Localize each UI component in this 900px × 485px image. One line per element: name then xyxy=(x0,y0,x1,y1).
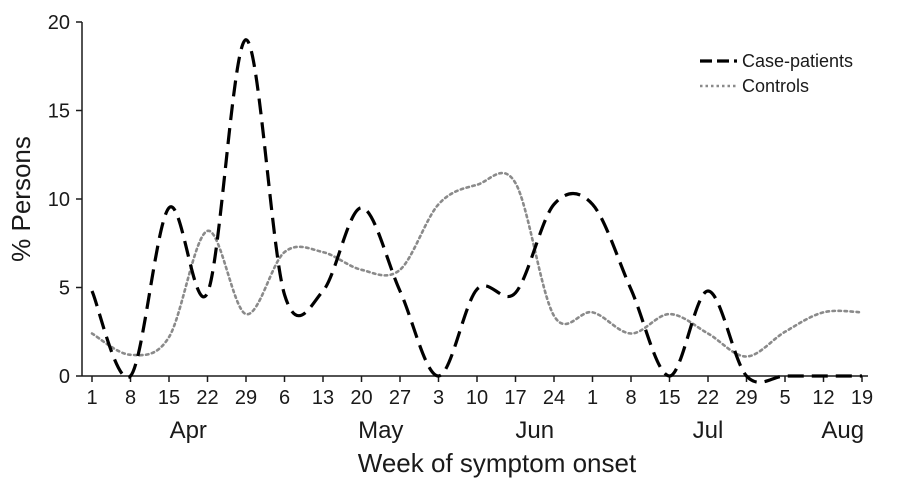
y-ticks: 0 5 10 15 20 xyxy=(48,12,82,388)
x-tick-label: 8 xyxy=(625,387,636,409)
legend: Case-patients Controls xyxy=(700,51,853,96)
x-tick-label: 19 xyxy=(851,387,873,409)
x-tick-label: 22 xyxy=(697,387,719,409)
x-tick-label: 20 xyxy=(350,387,372,409)
month-label: Aug xyxy=(821,417,864,444)
x-tick-label: 29 xyxy=(735,387,757,409)
x-tick-label: 12 xyxy=(812,387,834,409)
month-label: Jun xyxy=(515,417,554,444)
series-line-case-patients xyxy=(90,38,862,384)
y-tick-label: 20 xyxy=(48,12,70,34)
x-tick-label: 15 xyxy=(658,387,680,409)
x-ticks: 1 8 15 22 29 6 13 20 27 3 10 17 24 1 8 15 22 29 5 12 19 xyxy=(86,376,873,409)
x-tick-label: 13 xyxy=(312,387,334,409)
x-tick-label: 29 xyxy=(235,387,257,409)
x-tick-label: 24 xyxy=(543,387,565,409)
y-axis-title: % Persons xyxy=(6,136,36,262)
x-tick-label: 6 xyxy=(279,387,290,409)
x-tick-label: 15 xyxy=(158,387,180,409)
month-label: Apr xyxy=(170,417,207,444)
series-group xyxy=(90,38,864,384)
x-tick-label: 5 xyxy=(779,387,790,409)
x-tick-label: 17 xyxy=(504,387,526,409)
x-tick-label: 22 xyxy=(196,387,218,409)
series-line-controls xyxy=(90,171,864,358)
x-axis-title: Week of symptom onset xyxy=(358,448,637,478)
month-labels: Apr May Jun Jul Aug xyxy=(170,417,865,444)
x-tick-label: 10 xyxy=(466,387,488,409)
y-tick-label: 5 xyxy=(59,278,70,300)
month-label: May xyxy=(358,417,403,444)
legend-label-case-patients: Case-patients xyxy=(742,51,853,71)
x-tick-label: 1 xyxy=(86,387,97,409)
x-tick-label: 8 xyxy=(125,387,136,409)
legend-label-controls: Controls xyxy=(742,76,809,96)
y-tick-label: 0 xyxy=(59,366,70,388)
month-label: Jul xyxy=(693,417,724,444)
x-tick-label: 3 xyxy=(433,387,444,409)
x-tick-label: 1 xyxy=(587,387,598,409)
x-tick-label: 27 xyxy=(389,387,411,409)
y-tick-label: 10 xyxy=(48,189,70,211)
y-tick-label: 15 xyxy=(48,101,70,123)
